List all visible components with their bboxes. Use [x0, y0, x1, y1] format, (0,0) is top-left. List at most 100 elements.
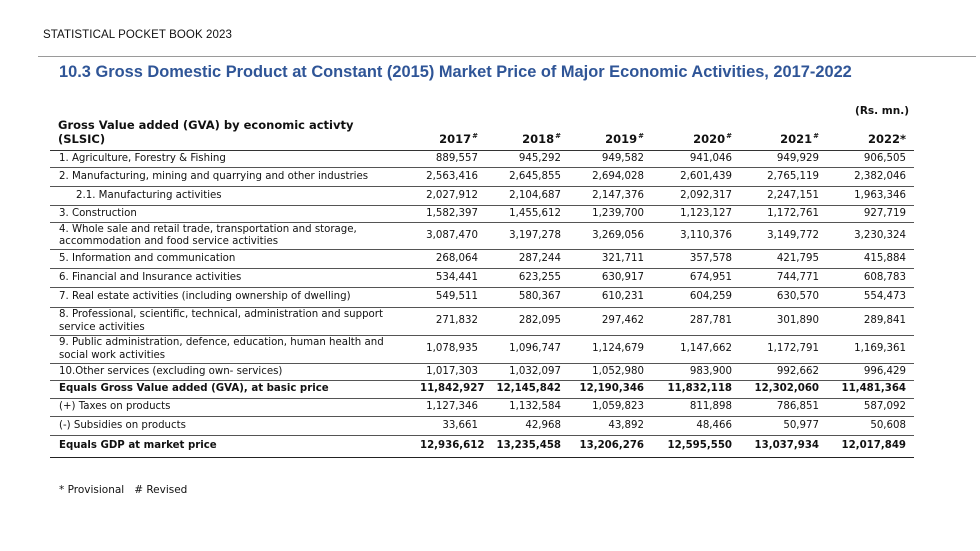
cell-value: 357,578	[652, 249, 740, 269]
cell-value: 289,841	[827, 307, 914, 336]
cell-value: 906,505	[827, 150, 914, 168]
cell-value: 889,557	[412, 150, 486, 168]
provisional-note: * Provisional	[59, 484, 125, 496]
year-header-2019: 2019#	[569, 118, 652, 151]
cell-value: 1,172,791	[740, 335, 827, 364]
row-label: (+) Taxes on products	[50, 398, 412, 417]
cell-value: 2,645,855	[486, 167, 569, 187]
table-row: 8. Professional, scientific, technical, …	[50, 307, 914, 336]
row-label: (-) Subsidies on products	[50, 416, 412, 436]
cell-value: 282,095	[486, 307, 569, 336]
cell-value: 42,968	[486, 416, 569, 436]
row-label: 5. Information and communication	[50, 249, 412, 269]
year-header-2022: 2022*	[827, 118, 914, 151]
cell-value: 1,052,980	[569, 363, 652, 381]
table-row: 10.Other services (excluding own- servic…	[50, 363, 914, 381]
book-title: STATISTICAL POCKET BOOK 2023	[43, 29, 232, 41]
cell-value: 1,078,935	[412, 335, 486, 364]
cell-value: 13,037,934	[740, 435, 827, 458]
cell-value: 1,172,761	[740, 205, 827, 223]
cell-value: 12,145,842	[486, 380, 569, 399]
table-row: 2. Manufacturing, mining and quarrying a…	[50, 167, 914, 187]
row-label: 2. Manufacturing, mining and quarrying a…	[50, 167, 412, 187]
cell-value: 48,466	[652, 416, 740, 436]
cell-value: 674,951	[652, 268, 740, 288]
cell-value: 554,473	[827, 287, 914, 308]
row-label: 2.1. Manufacturing activities	[50, 186, 412, 206]
cell-value: 43,892	[569, 416, 652, 436]
cell-value: 3,197,278	[486, 222, 569, 250]
cell-value: 301,890	[740, 307, 827, 336]
table-row: Equals GDP at market price 12,936,612 13…	[50, 435, 914, 458]
cell-value: 1,096,747	[486, 335, 569, 364]
cell-value: 1,059,823	[569, 398, 652, 417]
cell-value: 50,977	[740, 416, 827, 436]
cell-value: 13,235,458	[486, 435, 569, 458]
cell-value: 2,765,119	[740, 167, 827, 187]
revised-mark: #	[472, 132, 478, 140]
table-row: 4. Whole sale and retail trade, transpor…	[50, 222, 914, 250]
row-label: 7. Real estate activities (including own…	[50, 287, 412, 308]
row-label: 4. Whole sale and retail trade, transpor…	[50, 222, 412, 250]
cell-value: 744,771	[740, 268, 827, 288]
cell-value: 268,064	[412, 249, 486, 269]
row-label: 10.Other services (excluding own- servic…	[50, 363, 412, 381]
cell-value: 1,017,303	[412, 363, 486, 381]
cell-value: 33,661	[412, 416, 486, 436]
cell-value: 945,292	[486, 150, 569, 168]
cell-value: 3,087,470	[412, 222, 486, 250]
cell-value: 941,046	[652, 150, 740, 168]
table-row: 3. Construction 1,582,397 1,455,612 1,23…	[50, 205, 914, 223]
cell-value: 2,027,912	[412, 186, 486, 206]
cell-value: 321,711	[569, 249, 652, 269]
table-title: 10.3 Gross Domestic Product at Constant …	[59, 63, 852, 81]
cell-value: 927,719	[827, 205, 914, 223]
row-label: 9. Public administration, defence, educa…	[50, 335, 412, 364]
cell-value: 1,132,584	[486, 398, 569, 417]
table-row: 6. Financial and Insurance activities 53…	[50, 268, 914, 288]
cell-value: 811,898	[652, 398, 740, 417]
cell-value: 2,247,151	[740, 186, 827, 206]
year-label: 2020	[693, 132, 726, 146]
cell-value: 949,582	[569, 150, 652, 168]
cell-value: 3,110,376	[652, 222, 740, 250]
cell-value: 11,832,118	[652, 380, 740, 399]
year-label: 2021	[780, 132, 813, 146]
revised-mark: #	[726, 132, 732, 140]
revised-mark: #	[555, 132, 561, 140]
cell-value: 992,662	[740, 363, 827, 381]
cell-value: 1,124,679	[569, 335, 652, 364]
cell-value: 587,092	[827, 398, 914, 417]
cell-value: 415,884	[827, 249, 914, 269]
cell-value: 610,231	[569, 287, 652, 308]
cell-value: 949,929	[740, 150, 827, 168]
cell-value: 50,608	[827, 416, 914, 436]
table-row: 9. Public administration, defence, educa…	[50, 335, 914, 364]
gdp-table: Gross Value added (GVA) by economic acti…	[50, 118, 914, 458]
cell-value: 623,255	[486, 268, 569, 288]
cell-value: 12,017,849	[827, 435, 914, 458]
cell-value: 1,169,361	[827, 335, 914, 364]
cell-value: 1,455,612	[486, 205, 569, 223]
row-label: 6. Financial and Insurance activities	[50, 268, 412, 288]
year-label: 2017	[439, 132, 472, 146]
cell-value: 604,259	[652, 287, 740, 308]
cell-value: 608,783	[827, 268, 914, 288]
cell-value: 12,190,346	[569, 380, 652, 399]
cell-value: 1,123,127	[652, 205, 740, 223]
cell-value: 2,092,317	[652, 186, 740, 206]
cell-value: 1,239,700	[569, 205, 652, 223]
cell-value: 630,917	[569, 268, 652, 288]
row-label: 1. Agriculture, Forestry & Fishing	[50, 150, 412, 168]
cell-value: 580,367	[486, 287, 569, 308]
cell-value: 534,441	[412, 268, 486, 288]
cell-value: 297,462	[569, 307, 652, 336]
cell-value: 983,900	[652, 363, 740, 381]
row-label: 8. Professional, scientific, technical, …	[50, 307, 412, 336]
year-header-2018: 2018#	[486, 118, 569, 151]
year-label: 2018	[522, 132, 555, 146]
year-header-2021: 2021#	[740, 118, 827, 151]
cell-value: 3,269,056	[569, 222, 652, 250]
cell-value: 13,206,276	[569, 435, 652, 458]
cell-value: 271,832	[412, 307, 486, 336]
